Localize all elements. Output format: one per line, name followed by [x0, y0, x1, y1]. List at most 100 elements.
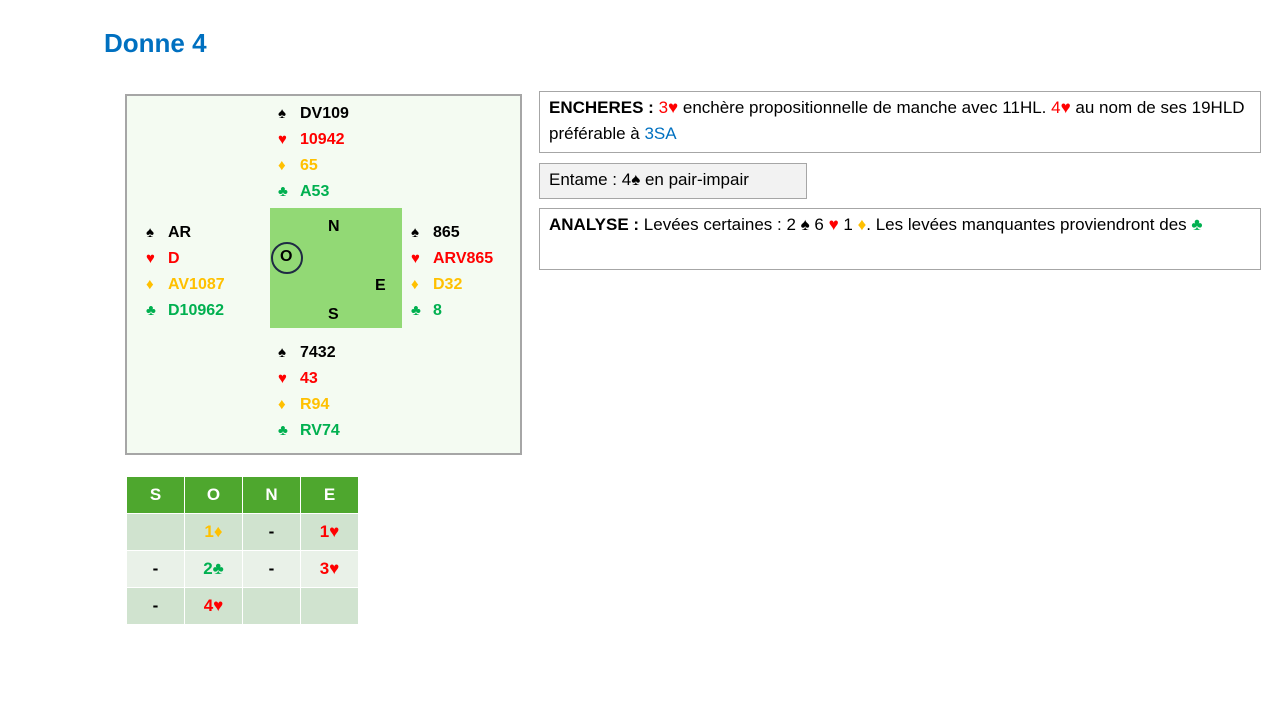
encheres-box: ENCHERES : 3 ♥ enchère propositionnelle d… — [539, 91, 1261, 153]
heart-icon: ♥ — [411, 250, 420, 267]
heart-holding: ♥ D — [146, 246, 225, 272]
cards: AR — [168, 224, 192, 241]
suit-icon: ♣ — [1191, 215, 1203, 234]
text-segment: enchère propositionnelle de manche avec … — [678, 98, 1052, 117]
club-icon: ♣ — [146, 302, 156, 319]
cards: 65 — [300, 157, 318, 174]
text-segment: au nom de ses 19HLD préférable à — [549, 98, 1245, 143]
bid-cell — [300, 587, 359, 625]
diamond-icon: ♦ — [146, 276, 154, 293]
bid-cell: 1♥ — [300, 513, 359, 551]
text-segment: Levées certaines : 2 — [643, 215, 801, 234]
cards: 8 — [433, 302, 442, 319]
bid-cell: - — [126, 587, 185, 625]
cards: A53 — [300, 183, 330, 200]
bid-cell: - — [242, 513, 301, 551]
spade-icon: ♠ — [278, 344, 286, 361]
text-segment: ENCHERES : — [549, 98, 659, 117]
compass-south: S — [328, 306, 339, 323]
club-icon: ♣ — [411, 302, 421, 319]
compass-east: E — [375, 277, 386, 294]
hand-north: ♠ DV109 ♥ 10942 ♦ 65 ♣ A53 — [278, 101, 349, 205]
club-icon: ♣ — [278, 183, 288, 200]
text-segment: 4 — [1051, 98, 1061, 117]
diamond-icon: ♦ — [278, 396, 286, 413]
bidding-body: 1♦ -1♥ -2♣ -3♥ -4♥ — [126, 513, 359, 625]
club-holding: ♣ D10962 — [146, 298, 225, 324]
heart-icon: ♥ — [278, 370, 287, 387]
bidding-header-cell: S — [126, 476, 185, 514]
text-segment: 3SA — [644, 124, 677, 143]
analyse-box: ANALYSE : Levées certaines : 2 ♠ 6 ♥ 1 ♦… — [539, 208, 1261, 270]
entame-box: Entame : 4♠ en pair-impair — [539, 163, 807, 199]
suit-icon: ♥ — [1060, 98, 1071, 117]
cards: RV74 — [300, 422, 340, 439]
heart-holding: ♥ 43 — [278, 366, 340, 392]
hand-south: ♠ 7432 ♥ 43 ♦ R94 ♣ RV74 — [278, 340, 340, 444]
club-icon: ♣ — [278, 422, 288, 439]
cards: D32 — [433, 276, 463, 293]
hand-east: ♠ 865 ♥ ARV865 ♦ D32 ♣ 8 — [411, 220, 493, 324]
suit-icon: ♠ — [631, 170, 641, 189]
bid-cell: 2♣ — [184, 550, 243, 588]
spade-holding: ♠ AR — [146, 220, 225, 246]
cards: ARV865 — [433, 250, 494, 267]
spade-holding: ♠ DV109 — [278, 101, 349, 127]
suit-icon: ♠ — [800, 215, 810, 234]
bid-cell — [242, 587, 301, 625]
spade-icon: ♠ — [146, 224, 154, 241]
spade-icon: ♠ — [411, 224, 419, 241]
club-holding: ♣ RV74 — [278, 418, 340, 444]
cards: DV109 — [300, 105, 349, 122]
bidding-header-cell: E — [300, 476, 359, 514]
spade-holding: ♠ 7432 — [278, 340, 340, 366]
heart-icon: ♥ — [278, 131, 287, 148]
bidding-header-cell: O — [184, 476, 243, 514]
bid-cell: 3♥ — [300, 550, 359, 588]
bid-cell — [126, 513, 185, 551]
cards: D — [168, 250, 180, 267]
bidding-row: -4♥ — [126, 587, 359, 625]
text-segment: en pair-impair — [640, 170, 749, 189]
cards: 7432 — [300, 344, 336, 361]
bid-cell: - — [242, 550, 301, 588]
bid-cell: 4♥ — [184, 587, 243, 625]
compass-north: N — [328, 218, 340, 235]
compass-west: O — [280, 248, 293, 265]
club-holding: ♣ 8 — [411, 298, 493, 324]
cards: 10942 — [300, 131, 345, 148]
diamond-holding: ♦ R94 — [278, 392, 340, 418]
text-segment: 1 — [838, 215, 858, 234]
heart-holding: ♥ ARV865 — [411, 246, 493, 272]
cards: R94 — [300, 396, 330, 413]
bidding-header-cell: N — [242, 476, 301, 514]
cards: 43 — [300, 370, 318, 387]
spade-icon: ♠ — [278, 105, 286, 122]
heart-holding: ♥ 10942 — [278, 127, 349, 153]
bidding-row: -2♣ -3♥ — [126, 550, 359, 588]
text-segment: 3 — [658, 98, 669, 117]
diamond-icon: ♦ — [411, 276, 419, 293]
diamond-holding: ♦ AV1087 — [146, 272, 225, 298]
bidding-row: 1♦ -1♥ — [126, 513, 359, 551]
bid-cell: - — [126, 550, 185, 588]
dealer-marker — [271, 242, 303, 274]
heart-icon: ♥ — [146, 250, 155, 267]
suit-icon: ♥ — [828, 215, 839, 234]
diamond-icon: ♦ — [278, 157, 286, 174]
diamond-holding: ♦ 65 — [278, 153, 349, 179]
club-holding: ♣ A53 — [278, 179, 349, 205]
text-segment: 6 — [809, 215, 829, 234]
cards: AV1087 — [168, 276, 225, 293]
text-segment: Entame : 4 — [549, 170, 632, 189]
cards: D10962 — [168, 302, 225, 319]
suit-icon: ♦ — [857, 215, 867, 234]
text-segment: ANALYSE : — [549, 215, 644, 234]
card-table: N E S O — [270, 208, 402, 328]
spade-holding: ♠ 865 — [411, 220, 493, 246]
page-title: Donne 4 — [104, 28, 207, 58]
text-segment: . Les levées manquantes proviendront des — [866, 215, 1192, 234]
cards: 865 — [433, 224, 460, 241]
